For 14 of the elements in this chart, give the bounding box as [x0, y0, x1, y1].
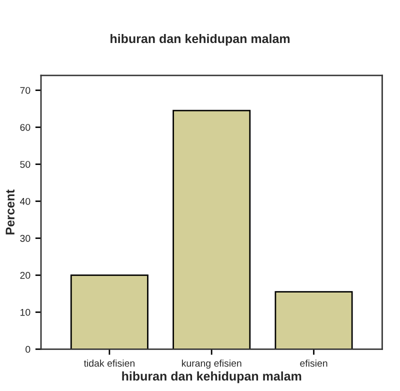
x-tick-label: tidak efisien	[84, 360, 134, 367]
y-tick-label: 50	[20, 160, 30, 168]
y-tick-label: 70	[20, 86, 30, 94]
x-tick-label: efisien	[300, 360, 328, 367]
chart-title: hiburan dan kehidupan malam	[110, 34, 290, 46]
y-tick-label: 20	[20, 272, 30, 279]
y-tick-label: 0	[26, 346, 30, 353]
y-tick-label: 10	[20, 308, 30, 316]
y-tick-label: 30	[20, 234, 30, 242]
y-tick-label: 60	[20, 124, 30, 131]
x-tick-label: kurang efisien	[182, 360, 242, 369]
y-axis-title: Percent	[6, 190, 15, 234]
x-axis-title: hiburan dan kehidupan malam	[122, 371, 302, 384]
y-tick-label: 40	[20, 198, 30, 205]
